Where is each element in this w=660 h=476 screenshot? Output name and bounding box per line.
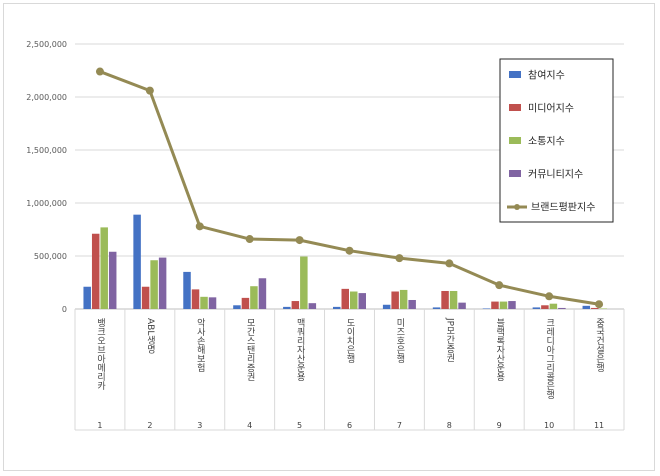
line-point	[545, 292, 554, 301]
bar	[399, 289, 408, 309]
y-axis-ticks: 0 500,000 1,000,000 1,500,000 2,000,000 2,500…	[26, 40, 67, 314]
line-point	[245, 235, 254, 244]
bar	[233, 305, 241, 309]
y-tick-label: 1,500,000	[26, 146, 67, 155]
legend-label: 커뮤니티지수	[528, 169, 583, 181]
line-point	[595, 300, 604, 309]
x-category-label: 뱅크오브아메리카	[95, 318, 105, 391]
legend-label: 소통지수	[528, 136, 565, 148]
bar	[549, 303, 558, 309]
bar	[482, 308, 491, 309]
bar	[341, 288, 349, 309]
bar	[358, 293, 366, 309]
line-point	[295, 236, 304, 245]
y-tick-label: 500,000	[34, 252, 67, 261]
legend-swatch	[509, 71, 521, 78]
bar	[458, 302, 466, 309]
y-tick-label: 0	[62, 305, 67, 314]
bar	[291, 301, 300, 309]
x-index-label: 3	[197, 421, 202, 430]
y-tick-label: 1,000,000	[26, 199, 67, 208]
x-category-label: 모간스탠리증권	[245, 318, 255, 381]
legend-label: 브랜드평판지수	[531, 202, 595, 214]
bar	[582, 305, 591, 309]
x-index-label: 4	[247, 421, 252, 430]
x-index-label: 8	[447, 421, 452, 430]
x-category-label: 중국건설은행	[594, 318, 604, 372]
bar	[108, 251, 117, 309]
x-index-label: 5	[297, 421, 302, 430]
bar	[183, 271, 191, 309]
bar	[333, 306, 341, 309]
bar	[300, 256, 308, 309]
bar	[441, 290, 449, 309]
legend-swatch	[509, 170, 521, 177]
line-point	[395, 254, 404, 263]
x-category-label: JP모간증권	[444, 317, 454, 362]
y-tick-label: 2,000,000	[26, 93, 67, 102]
bar	[100, 227, 108, 309]
line-point	[495, 281, 504, 290]
bar	[350, 291, 358, 309]
line-point	[445, 259, 454, 268]
bar	[83, 286, 91, 309]
bar	[141, 286, 150, 309]
bar	[158, 257, 167, 309]
x-index-label: 1	[97, 421, 102, 430]
bar	[91, 233, 100, 309]
x-category-label: 블랙록자산운용	[494, 318, 504, 381]
bar	[499, 301, 508, 309]
line-point	[345, 246, 354, 255]
x-category-label: 악사손해보험	[195, 317, 205, 372]
bar	[599, 308, 608, 309]
grid-lines	[74, 43, 625, 431]
bar	[200, 296, 208, 309]
bar	[150, 260, 158, 309]
bar	[133, 214, 141, 309]
bar	[491, 301, 499, 309]
bar	[432, 307, 441, 309]
x-index-label: 10	[544, 421, 554, 430]
legend-label: 참여지수	[528, 70, 565, 82]
x-category-label: 크레디아그리콜은행	[544, 318, 554, 399]
bar	[408, 299, 416, 309]
bar	[283, 306, 291, 309]
x-index-label: 2	[147, 421, 152, 430]
x-axis-categories: 뱅크오브아메리카 1 ABL생명 2 악사손해보험 3 모간스탠리증권 4 맥쿼리자산운용 5 도이…	[95, 317, 604, 430]
y-tick-label: 2,500,000	[26, 40, 67, 49]
x-category-label: 미즈호은행	[394, 318, 404, 363]
bar	[382, 304, 391, 309]
bar	[508, 301, 516, 309]
line-point	[95, 67, 104, 76]
bar	[541, 305, 549, 309]
legend-line-marker	[514, 204, 520, 210]
bar	[449, 290, 458, 309]
line-point	[145, 86, 154, 95]
x-category-label: ABL생명	[145, 318, 155, 353]
line-series	[95, 67, 604, 309]
x-category-label: 도이치은행	[345, 318, 355, 363]
x-index-label: 11	[594, 421, 604, 430]
legend-label: 미디어지수	[528, 103, 574, 115]
bar	[258, 278, 267, 309]
legend-swatch	[509, 104, 521, 111]
bar	[241, 297, 250, 309]
bar	[591, 307, 599, 309]
bar	[558, 307, 566, 309]
x-index-label: 9	[497, 421, 502, 430]
bar	[532, 307, 541, 309]
bar	[250, 286, 258, 309]
legend-swatch	[509, 137, 521, 144]
bar-series	[83, 214, 608, 309]
x-index-label: 7	[397, 421, 402, 430]
bar	[191, 289, 200, 309]
bar	[308, 303, 317, 309]
line-point	[195, 222, 204, 231]
bar	[208, 297, 217, 309]
x-category-label: 맥쿼리자산운용	[295, 318, 305, 381]
x-index-label: 6	[347, 421, 352, 430]
bar	[391, 291, 399, 309]
